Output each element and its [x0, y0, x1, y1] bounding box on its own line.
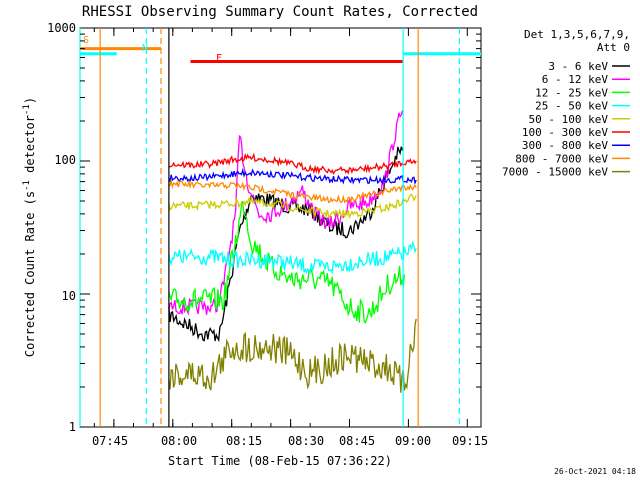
series-line-25-50-kev: [168, 240, 417, 275]
flag-lines: [80, 47, 481, 63]
legend-label: 6 - 12 keV: [542, 73, 609, 86]
x-tick-label: 08:45: [339, 434, 375, 448]
series-line-50-100-kev: [168, 193, 417, 220]
legend-label: 3 - 6 keV: [548, 60, 608, 73]
legend-label: 7000 - 15000 keV: [502, 166, 608, 179]
flag-letter-n: N: [142, 43, 148, 54]
detector-label: Det 1,3,5,6,7,9,: [524, 28, 630, 41]
x-tick-label: 08:00: [161, 434, 197, 448]
attenuator-label: Att 0: [597, 41, 630, 54]
series-line-100-300-kev: [168, 152, 417, 176]
y-tick-label: 10: [62, 289, 76, 303]
legend-label: 800 - 7000 keV: [515, 152, 608, 165]
x-tick-label: 07:45: [92, 434, 128, 448]
legend-label: 100 - 300 keV: [522, 126, 608, 139]
chart-title: RHESSI Observing Summary Count Rates, Co…: [82, 4, 478, 20]
axis-ticks: [80, 28, 481, 428]
series-line-12-25-kev: [168, 200, 406, 325]
x-tick-label: 09:15: [452, 434, 488, 448]
timestamp: 26-Oct-2021 04:18: [554, 467, 636, 476]
data-lines: [168, 110, 417, 393]
flag-letter-s: S: [83, 35, 89, 46]
legend-label: 12 - 25 keV: [535, 86, 608, 99]
series-line-300-800-kev: [168, 167, 417, 186]
plot-frame: [79, 27, 482, 428]
x-tick-labels: 07:45 08:00 08:15 08:30 08:45 09:00 09:1…: [92, 434, 488, 448]
x-tick-label: 08:15: [226, 434, 262, 448]
legend-label: 25 - 50 keV: [535, 100, 608, 113]
series-line-3-6-kev: [168, 146, 404, 343]
x-axis-label: Start Time (08-Feb-15 07:36:22): [168, 454, 392, 468]
y-tick-label: 100: [54, 153, 76, 167]
vertical-markers: [79, 28, 460, 427]
series-line-7000-15000-kev: [168, 318, 417, 393]
legend-label: 50 - 100 keV: [529, 113, 609, 126]
legend-label: 300 - 800 keV: [522, 139, 608, 152]
x-tick-label: 09:00: [395, 434, 431, 448]
x-tick-label: 08:30: [288, 434, 324, 448]
y-tick-label: 1: [69, 420, 76, 434]
flag-letter-f: F: [216, 53, 222, 64]
y-tick-labels: 1 10 100 1000: [47, 21, 76, 434]
series-line-800-7000-kev: [168, 178, 417, 205]
y-axis-label: Corrected Count Rate (s-1 detector-1): [22, 97, 37, 357]
y-tick-label: 1000: [47, 21, 76, 35]
